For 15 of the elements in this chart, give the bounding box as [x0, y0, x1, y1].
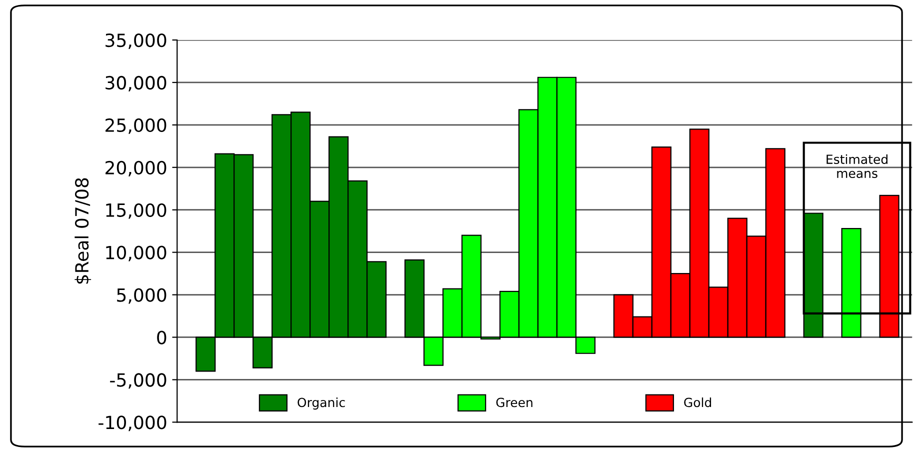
annotation: Estimated means	[826, 154, 888, 178]
legend-label: Green	[496, 398, 532, 408]
y-tick-label: 20,000	[106, 160, 166, 176]
y-tick-label: 0	[157, 330, 166, 344]
y-axis-title: $Real 07/08	[74, 178, 92, 284]
legend-label: Organic	[298, 397, 345, 410]
y-tick-label: 10,000	[106, 246, 166, 262]
y-tick-label: 35,000	[106, 33, 166, 49]
y-tick-label: 30,000	[106, 76, 166, 92]
y-tick-label: -10,000	[98, 416, 166, 432]
y-tick-label: -5,000	[110, 373, 166, 389]
y-tick-label: 5,000	[117, 288, 166, 304]
legend-label: Gold	[684, 397, 712, 408]
y-tick-label: 15,000	[106, 203, 166, 219]
y-tick-label: 25,000	[106, 118, 166, 134]
